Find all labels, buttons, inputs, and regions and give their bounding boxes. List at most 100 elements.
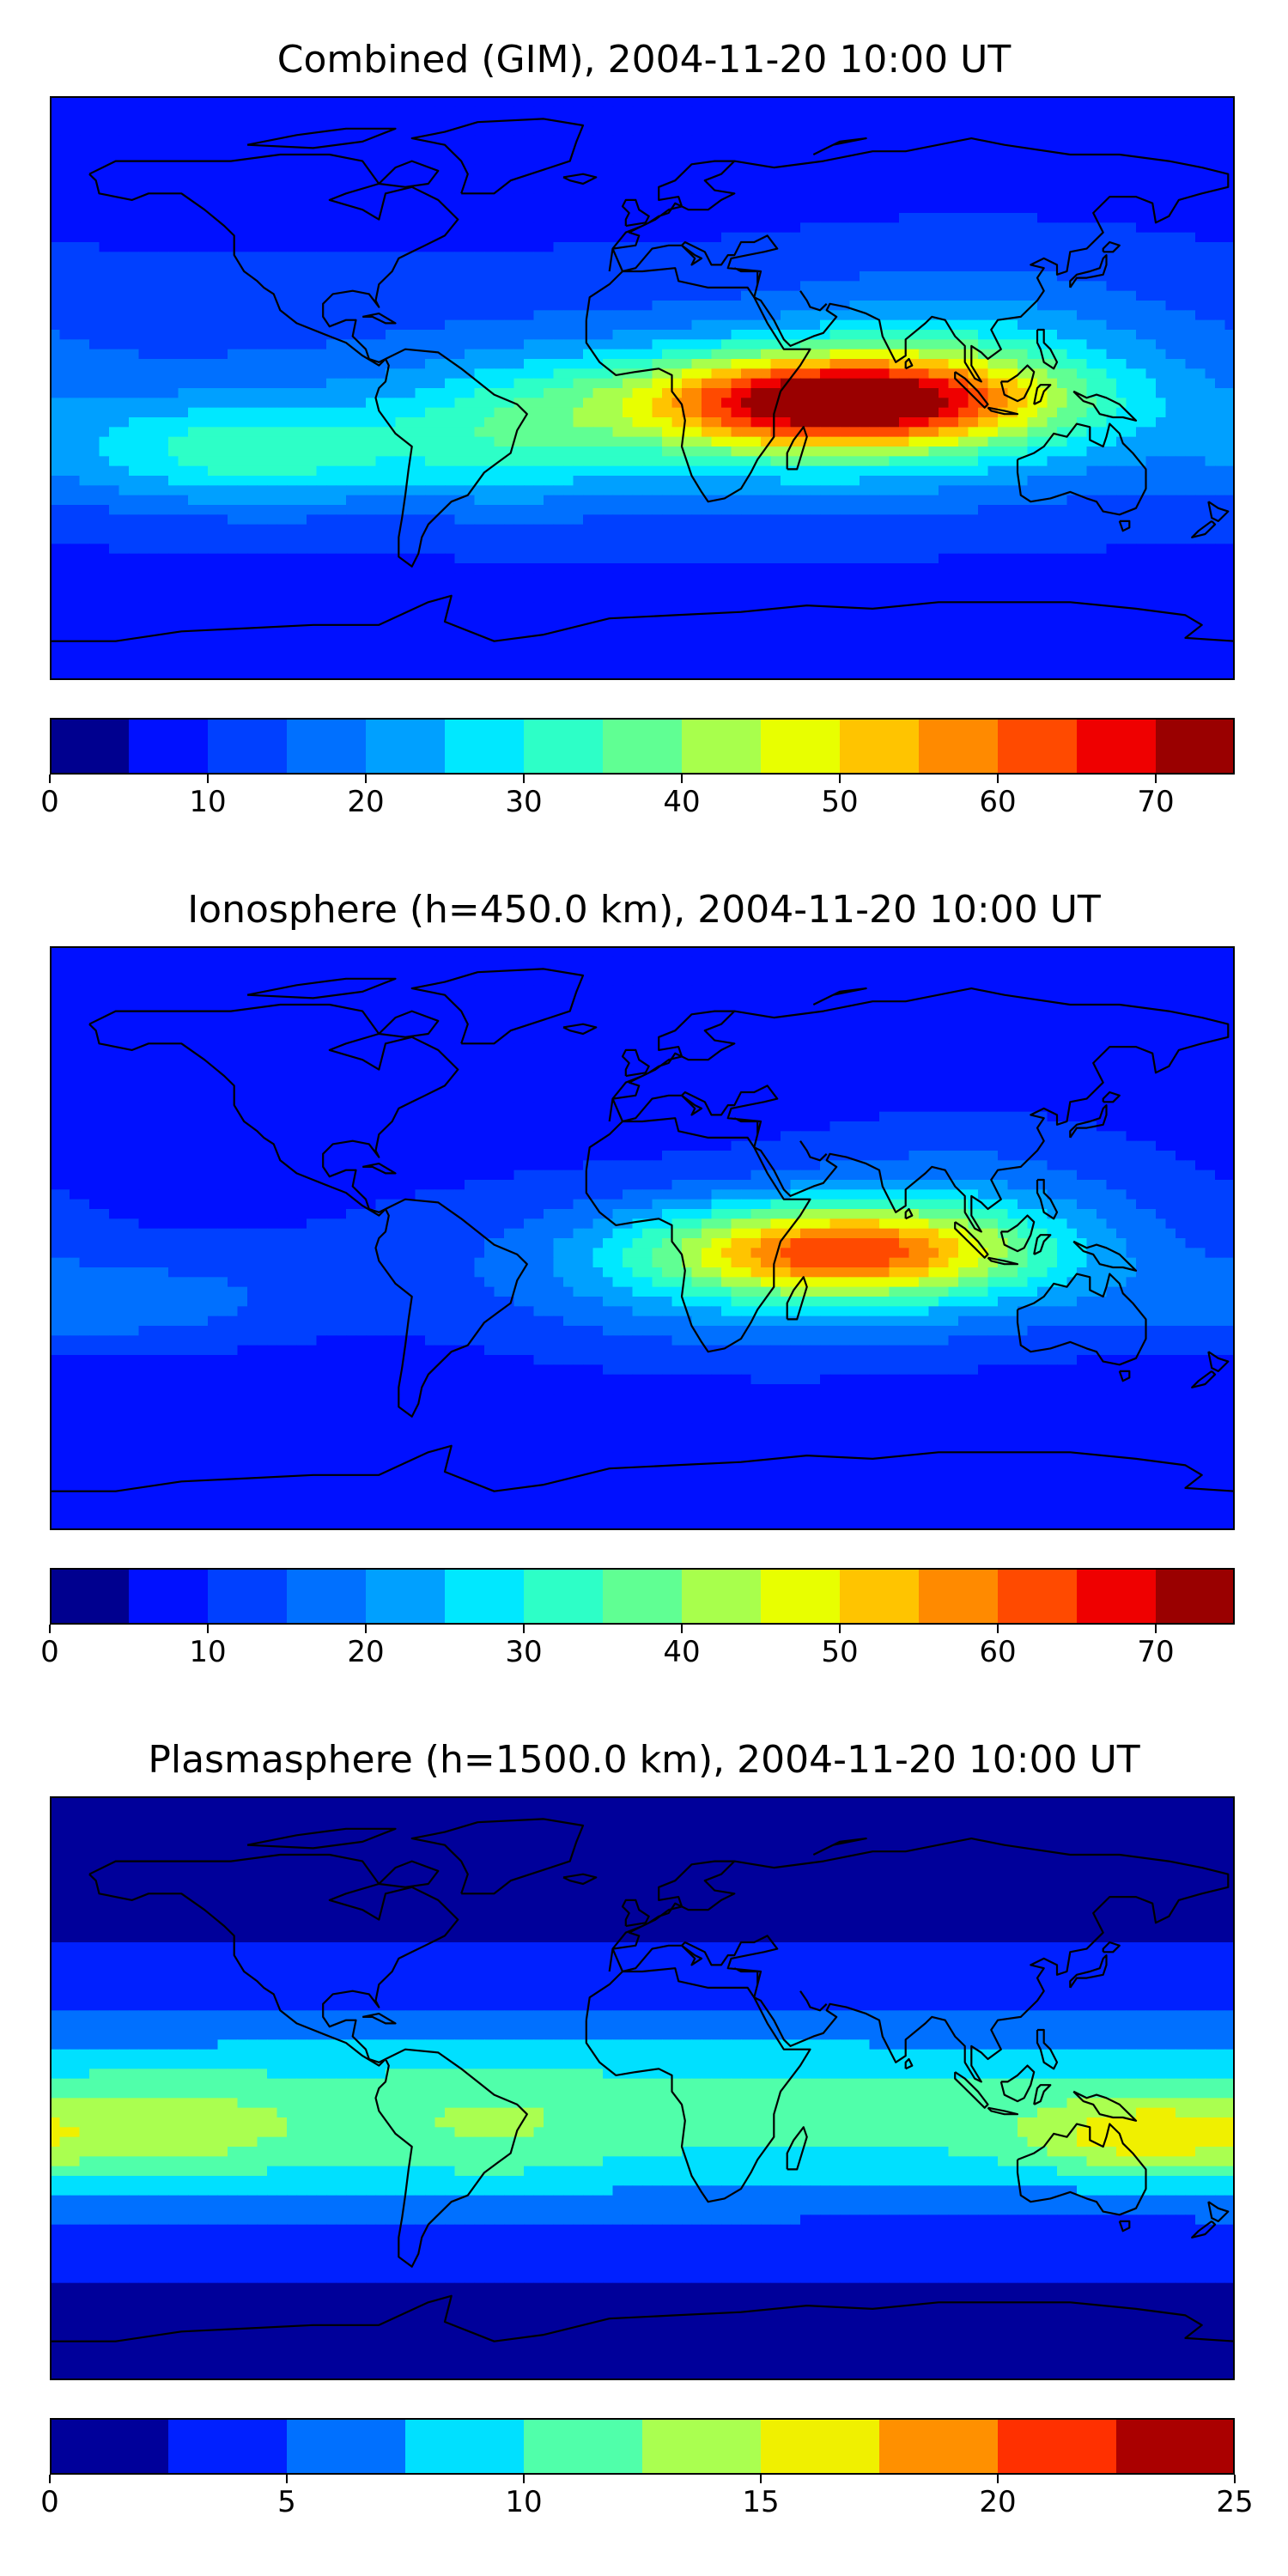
heatmap-cell (118, 261, 130, 272)
heatmap-cell (840, 378, 851, 389)
heatmap-cell (178, 339, 189, 350)
heatmap-cell (533, 106, 544, 117)
heatmap-cell (939, 485, 950, 496)
heatmap-cell (731, 125, 742, 136)
heatmap-cell (662, 242, 673, 252)
heatmap-cell (820, 242, 831, 252)
heatmap-cell (968, 96, 979, 106)
heatmap-cell (138, 417, 149, 428)
heatmap-cell (465, 213, 476, 223)
heatmap-cell (544, 447, 555, 457)
heatmap-cell (247, 125, 258, 136)
heatmap-cell (1176, 164, 1187, 175)
heatmap-cell (208, 359, 219, 369)
heatmap-cell (504, 144, 515, 155)
heatmap-cell (494, 232, 505, 243)
heatmap-cell (1086, 301, 1097, 311)
heatmap-cell (316, 495, 327, 506)
heatmap-cell (968, 261, 979, 272)
heatmap-cell (138, 290, 149, 301)
heatmap-cell (603, 398, 614, 409)
heatmap-cell (1224, 378, 1235, 389)
heatmap-cell (405, 417, 416, 428)
heatmap-cell (79, 407, 90, 418)
heatmap-cell (465, 106, 476, 117)
heatmap-cell (247, 495, 258, 506)
heatmap-cell (1126, 388, 1137, 398)
heatmap-cell (671, 349, 683, 360)
heatmap-cell (563, 115, 574, 126)
heatmap-cell (1215, 359, 1226, 369)
heatmap-cell (504, 398, 515, 409)
heatmap-cell (1156, 427, 1167, 438)
heatmap-cell (889, 261, 900, 272)
heatmap-cell (770, 436, 781, 447)
heatmap-cell (99, 155, 110, 165)
heatmap-cell (405, 125, 416, 136)
heatmap-cell (405, 271, 416, 282)
heatmap-cell (1057, 301, 1068, 311)
heatmap-cell (484, 144, 495, 155)
heatmap-cell (553, 407, 564, 418)
heatmap-cell (445, 135, 456, 146)
heatmap-cell (623, 252, 634, 263)
heatmap-cell (623, 106, 634, 117)
heatmap-cell (840, 106, 851, 117)
heatmap-cell (129, 368, 140, 380)
heatmap-cell (445, 281, 456, 292)
heatmap-cell (790, 222, 801, 234)
heatmap-cell (237, 242, 248, 252)
heatmap-cell (70, 193, 81, 204)
heatmap-cell (524, 184, 535, 194)
heatmap-cell (1185, 290, 1196, 301)
heatmap-cell (860, 456, 871, 467)
heatmap-cell (1224, 144, 1235, 155)
heatmap-cell (1086, 330, 1097, 340)
heatmap-cell (415, 232, 426, 243)
heatmap-cell (1126, 213, 1137, 223)
heatmap-cell (711, 388, 722, 398)
heatmap-cell (1156, 184, 1167, 194)
heatmap-cell (1116, 349, 1127, 360)
heatmap-cell (800, 378, 811, 389)
heatmap-cell (1116, 407, 1127, 418)
heatmap-cell (454, 465, 465, 477)
heatmap-cell (603, 222, 614, 234)
heatmap-cell (1165, 232, 1176, 243)
heatmap-cell (336, 388, 347, 398)
heatmap-cell (612, 144, 623, 155)
heatmap-cell (287, 261, 298, 272)
heatmap-cell (1136, 261, 1147, 272)
heatmap-cell (1106, 447, 1117, 457)
heatmap-cell (800, 417, 811, 428)
heatmap-cell (1195, 184, 1206, 194)
heatmap-cell (662, 252, 673, 263)
heatmap-cell (307, 213, 318, 223)
heatmap-cell (770, 155, 781, 165)
heatmap-cell (721, 301, 732, 311)
heatmap-cell (454, 398, 465, 409)
heatmap-cell (296, 261, 307, 272)
heatmap-cell (750, 417, 762, 428)
heatmap-cell (810, 319, 821, 331)
heatmap-cell (296, 290, 307, 301)
heatmap-cell (109, 447, 120, 457)
heatmap-cell (849, 339, 860, 350)
heatmap-cell (1185, 398, 1196, 409)
heatmap-cell (840, 290, 851, 301)
heatmap-cell (366, 222, 377, 234)
heatmap-cell (849, 193, 860, 204)
heatmap-cell (267, 173, 278, 185)
heatmap-cell (583, 378, 594, 389)
heatmap-cell (1176, 339, 1187, 350)
heatmap-cell (741, 213, 752, 223)
heatmap-cell (307, 144, 318, 155)
heatmap-cell (702, 436, 713, 447)
heatmap-cell (731, 476, 742, 486)
heatmap-cell (1057, 184, 1068, 194)
heatmap-cell (741, 465, 752, 477)
heatmap-cell (987, 222, 999, 234)
heatmap-cell (366, 135, 377, 146)
heatmap-cell (1018, 281, 1029, 292)
heatmap-cell (524, 96, 535, 106)
